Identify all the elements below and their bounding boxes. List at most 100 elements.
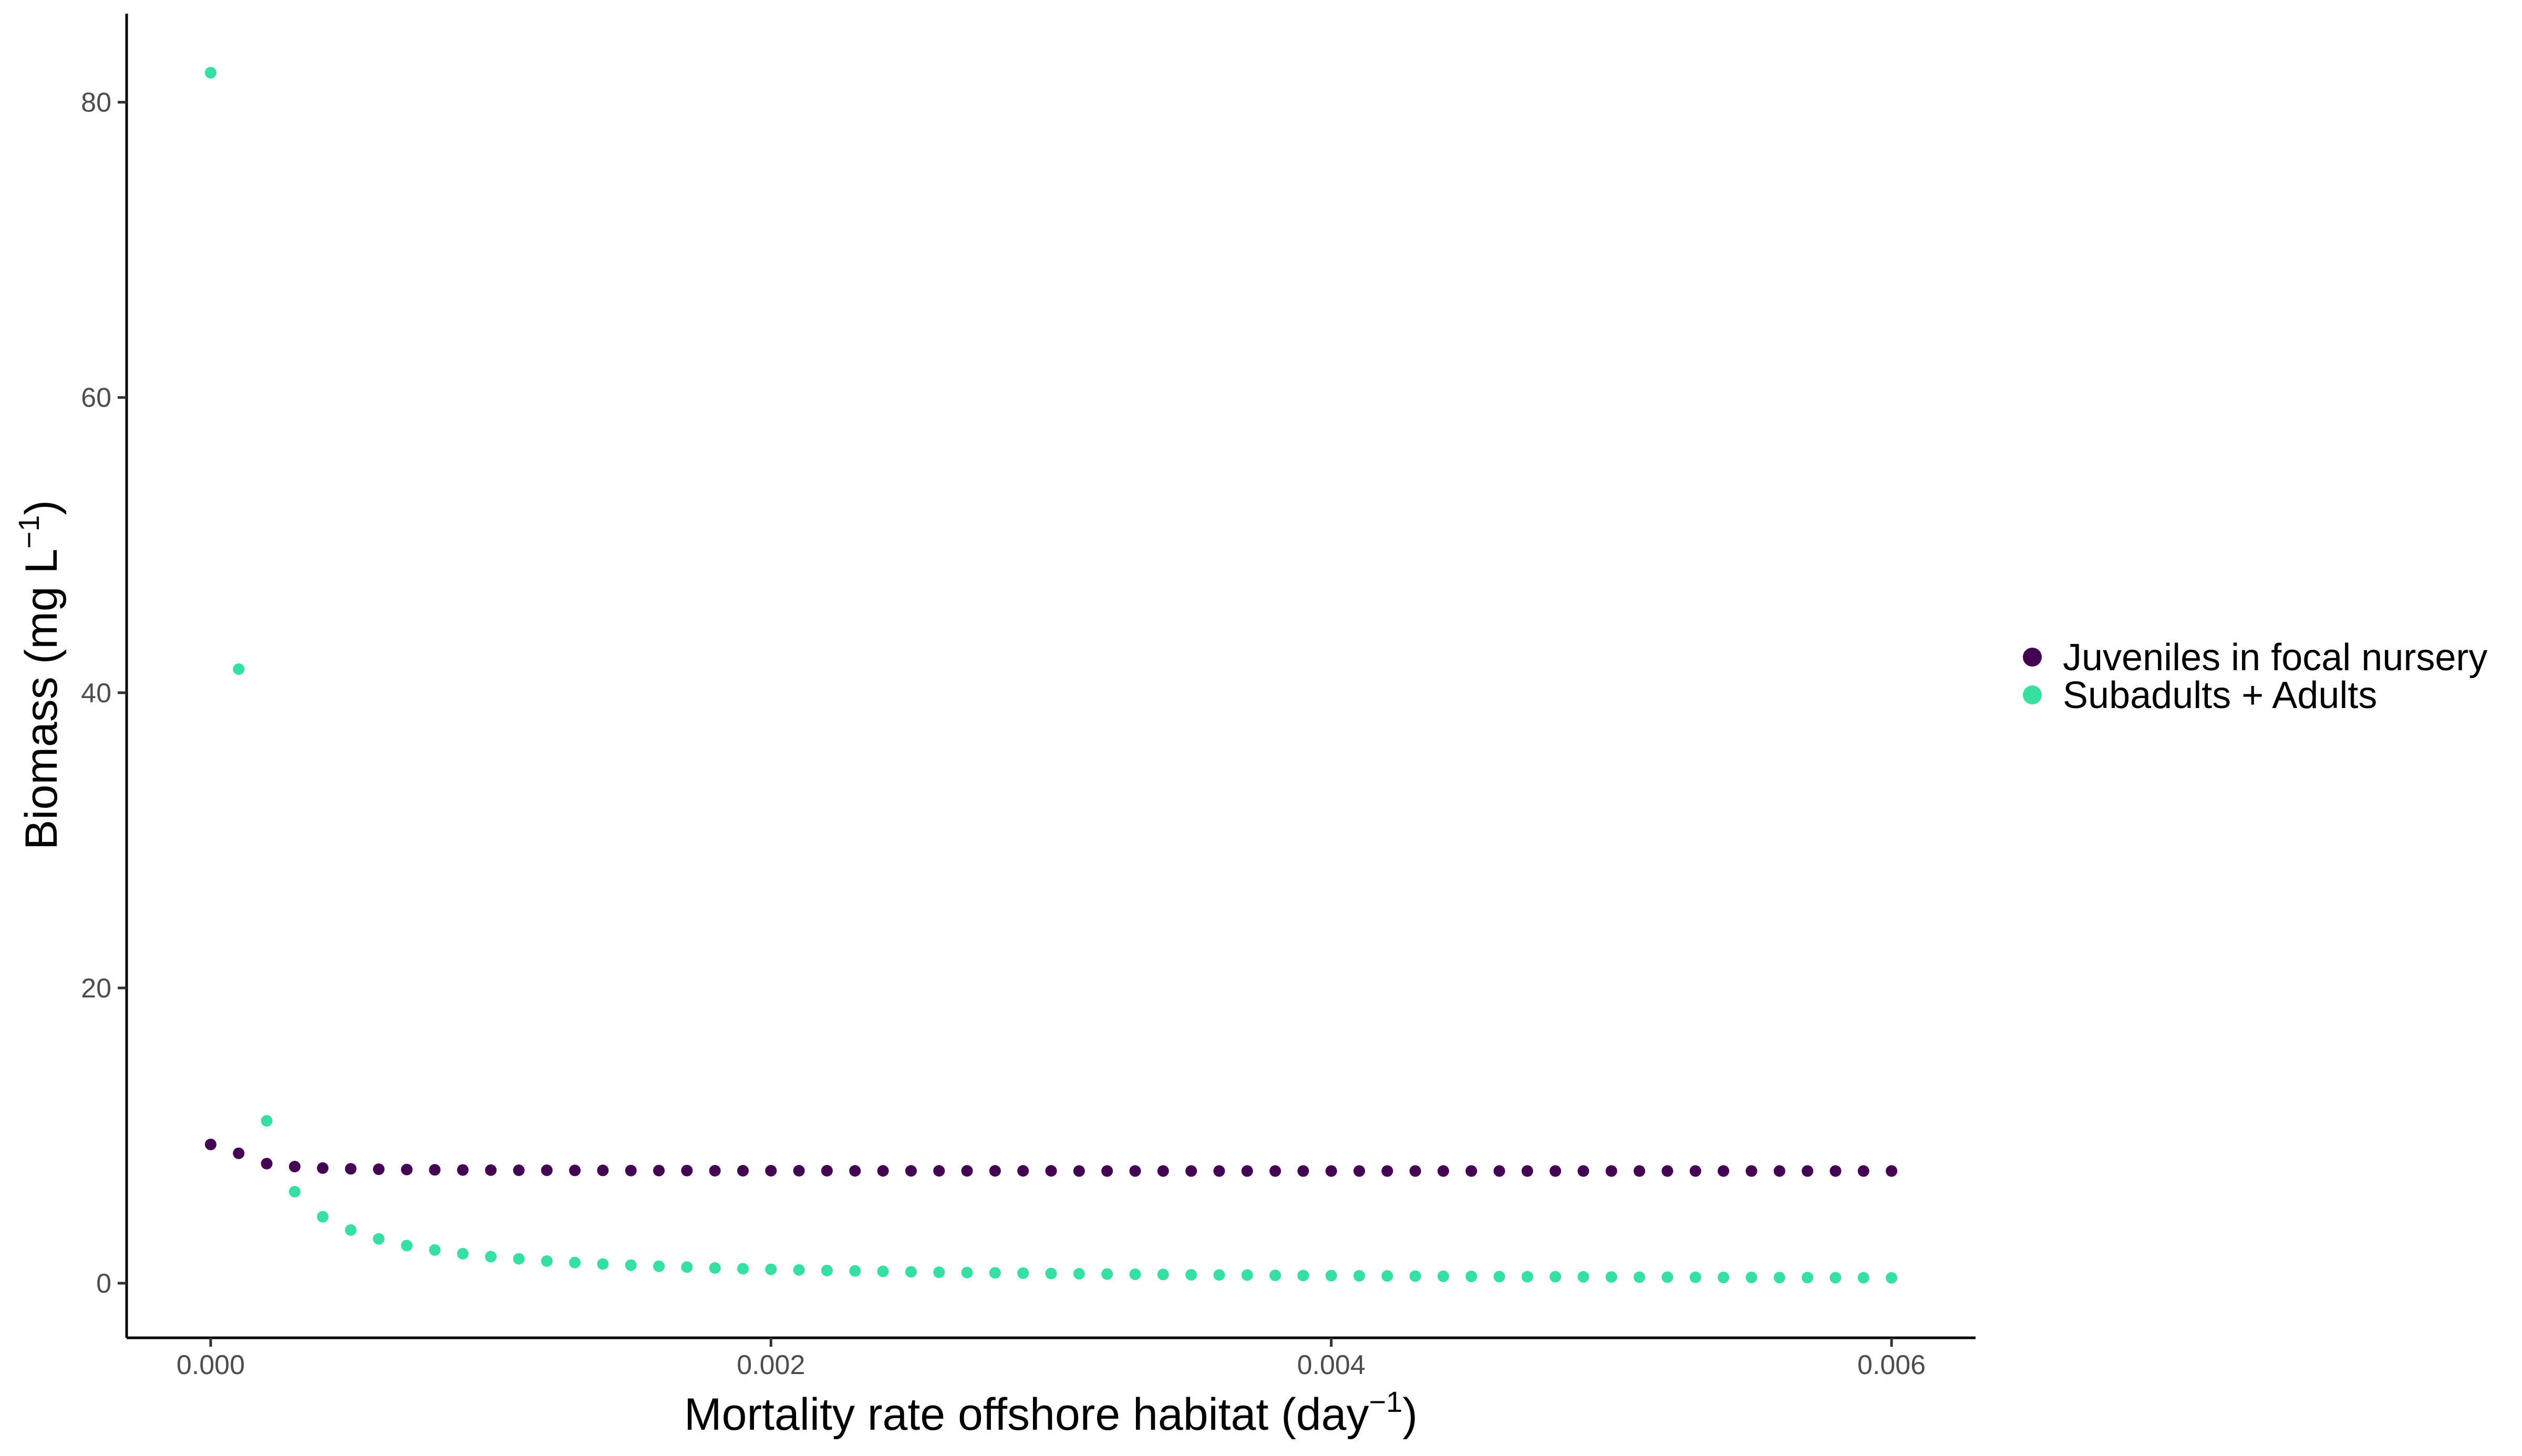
juveniles-point	[989, 1165, 1001, 1177]
juveniles-point	[1661, 1165, 1673, 1177]
juveniles-point	[1073, 1165, 1085, 1177]
juveniles-point	[1577, 1165, 1589, 1177]
subadults-adults-point	[1521, 1271, 1533, 1283]
juveniles-point	[905, 1165, 917, 1177]
juveniles-point	[597, 1164, 609, 1177]
juveniles-point	[1886, 1165, 1898, 1177]
subadults-adults-point	[1269, 1270, 1281, 1282]
subadults-adults-point	[1353, 1270, 1365, 1282]
subadults-adults-point	[1045, 1267, 1057, 1280]
subadults-adults-point	[625, 1259, 637, 1271]
juveniles-point	[1745, 1165, 1758, 1177]
subadults-adults-point	[737, 1263, 749, 1275]
subadults-adults-point	[1409, 1270, 1421, 1282]
subadults-adults-point	[877, 1265, 889, 1277]
y-tick-label: 20	[81, 973, 111, 1004]
juveniles-point	[821, 1164, 833, 1177]
juveniles-point	[373, 1163, 385, 1176]
juveniles-point	[1241, 1165, 1253, 1177]
juveniles-point	[1353, 1165, 1365, 1177]
y-tick-label: 80	[81, 88, 111, 118]
juveniles-point	[288, 1160, 301, 1172]
subadults-adults-point	[1017, 1267, 1029, 1279]
subadults-adults-point	[345, 1224, 357, 1236]
y-axis-title-superscript: −1	[12, 515, 45, 549]
subadults-adults-point	[1830, 1272, 1842, 1284]
juveniles-point	[261, 1158, 273, 1170]
subadults-adults-point	[709, 1262, 721, 1274]
juveniles-point	[653, 1164, 665, 1177]
subadults-adults-point	[1101, 1268, 1113, 1280]
subadults-adults-point	[373, 1233, 385, 1245]
juveniles-point	[1157, 1165, 1169, 1177]
subadults-adults-point	[653, 1260, 665, 1272]
subadults-adults-point	[1773, 1272, 1785, 1284]
juveniles-point	[1297, 1165, 1309, 1177]
juveniles-point	[1549, 1165, 1562, 1177]
juveniles-point	[1045, 1165, 1057, 1177]
y-tick-label: 0	[96, 1268, 111, 1299]
subadults-adults-point	[1129, 1268, 1141, 1281]
juveniles-point	[1857, 1165, 1869, 1177]
x-tick-label: 0.000	[177, 1350, 245, 1380]
juveniles-point	[793, 1164, 805, 1177]
juveniles-point	[1634, 1165, 1646, 1177]
juveniles-point	[625, 1164, 637, 1177]
juveniles-point	[1689, 1165, 1701, 1177]
subadults-adults-point	[765, 1263, 777, 1275]
juveniles-point	[1605, 1165, 1617, 1177]
juveniles-point	[1129, 1165, 1141, 1177]
subadults-adults-point	[1381, 1270, 1393, 1282]
subadults-adults-point	[1325, 1270, 1337, 1282]
subadults-adults-point	[1241, 1269, 1253, 1281]
juveniles-point	[849, 1165, 861, 1177]
subadults-adults-point	[288, 1185, 301, 1198]
legend-marker-juveniles	[2023, 648, 2042, 667]
subadults-adults-point	[429, 1244, 441, 1256]
subadults-adults-point	[1689, 1271, 1701, 1283]
subadults-adults-point	[849, 1265, 861, 1277]
subadults-adults-point	[1213, 1269, 1225, 1281]
subadults-adults-point	[1802, 1272, 1814, 1284]
juveniles-point	[1773, 1165, 1785, 1177]
juveniles-point	[401, 1163, 413, 1176]
legend-label-juveniles: Juveniles in focal nursery	[2063, 637, 2487, 679]
juveniles-point	[1718, 1165, 1730, 1177]
juveniles-point	[485, 1164, 497, 1176]
juveniles-point	[1269, 1165, 1281, 1177]
subadults-adults-point	[401, 1240, 413, 1252]
y-axis-title-end: )	[16, 500, 67, 515]
subadults-adults-point	[261, 1115, 273, 1127]
subadults-adults-point	[1857, 1272, 1869, 1284]
x-axis-ticks: 0.000 0.002 0.004 0.006	[177, 1338, 1926, 1380]
juveniles-point	[1101, 1165, 1113, 1177]
subadults-adults-point	[681, 1261, 693, 1273]
juveniles-point	[681, 1164, 693, 1177]
juveniles-point	[877, 1165, 889, 1177]
subadults-adults-point	[1661, 1271, 1673, 1283]
juveniles-point	[345, 1163, 357, 1175]
subadults-adults-point	[961, 1266, 973, 1278]
subadults-adults-point	[933, 1266, 945, 1278]
subadults-adults-point	[1437, 1270, 1449, 1282]
subadults-adults-point	[1297, 1270, 1309, 1282]
subadults-adults-point	[1886, 1272, 1898, 1284]
juveniles-point	[1017, 1165, 1029, 1177]
juveniles-point	[1521, 1165, 1533, 1177]
juveniles-point	[765, 1164, 777, 1177]
x-tick-label: 0.004	[1297, 1350, 1366, 1380]
juveniles-point	[233, 1147, 245, 1159]
subadults-adults-point	[1465, 1271, 1477, 1283]
x-axis-title-end: )	[1402, 1389, 1418, 1440]
subadults-adults-point	[233, 663, 245, 675]
juveniles-point	[1185, 1165, 1197, 1177]
legend: Juveniles in focal nursery Subadults + A…	[2023, 637, 2487, 716]
subadults-adults-point	[597, 1258, 609, 1270]
juveniles-point	[429, 1164, 441, 1176]
subadults-adults-point	[569, 1256, 581, 1268]
subadults-adults-point	[1718, 1272, 1730, 1284]
subadults-adults-point	[204, 67, 216, 79]
y-axis-title: Biomass (mg L−1)	[12, 500, 67, 850]
subadults-adults-point	[821, 1264, 833, 1276]
